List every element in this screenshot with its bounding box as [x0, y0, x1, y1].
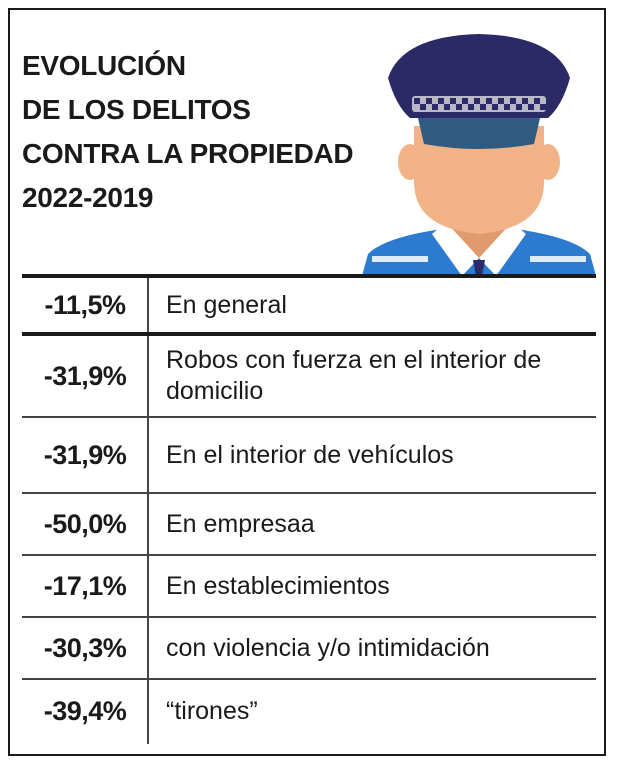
- table-row: -50,0% En empresaa: [22, 494, 596, 556]
- checker-square: [444, 104, 450, 110]
- title-line: EVOLUCIÓN: [22, 50, 186, 81]
- checker-square: [474, 98, 480, 104]
- collar-shape: [432, 222, 479, 276]
- checker-square: [468, 104, 474, 110]
- change-value: -50,0%: [43, 508, 127, 539]
- checker-square: [510, 98, 516, 104]
- checker-square: [432, 104, 438, 110]
- table-row: -17,1% En establecimientos: [22, 556, 596, 618]
- table-top-rule: [22, 274, 596, 278]
- table-column-divider: [147, 278, 149, 744]
- shirt-stripe: [530, 256, 586, 262]
- data-table: -11,5% En general -31,9% Robos con fuerz…: [22, 278, 596, 742]
- checker-square: [414, 98, 420, 104]
- table-row: -11,5% En general: [22, 278, 596, 336]
- checker-square: [450, 98, 456, 104]
- checker-square: [492, 104, 498, 110]
- shirt-stripe: [372, 256, 428, 262]
- category-label: En establecimientos: [166, 571, 390, 600]
- checker-square: [486, 98, 492, 104]
- cap-band-pattern: [414, 98, 546, 110]
- category-label: Robos con fuerza en el interior de domic…: [166, 346, 542, 405]
- checker-square: [456, 104, 462, 110]
- change-value: -39,4%: [43, 695, 127, 726]
- checker-square: [420, 104, 426, 110]
- table-row: -31,9% En el interior de vehículos: [22, 418, 596, 494]
- change-value: -17,1%: [43, 570, 127, 601]
- table-row: -39,4% “tirones”: [22, 680, 596, 742]
- checker-square: [516, 104, 522, 110]
- checker-square: [498, 98, 504, 104]
- tie-shape: [473, 260, 485, 276]
- change-value: -30,3%: [43, 632, 127, 663]
- title-line: DE LOS DELITOS: [22, 94, 251, 125]
- collar-shape: [479, 222, 526, 276]
- shirt-shape: [362, 226, 596, 276]
- checker-square: [462, 98, 468, 104]
- checker-square: [534, 98, 540, 104]
- checker-square: [426, 98, 432, 104]
- category-label: En el interior de vehículos: [166, 440, 454, 469]
- checker-square: [522, 98, 528, 104]
- checker-square: [540, 104, 546, 110]
- title-line: 2022-2019: [22, 182, 154, 213]
- change-value: -31,9%: [43, 360, 127, 391]
- table-row: -30,3% con violencia y/o intimidación: [22, 618, 596, 680]
- checker-square: [528, 104, 534, 110]
- checker-square: [504, 104, 510, 110]
- chart-title: EVOLUCIÓN DE LOS DELITOS CONTRA LA PROPI…: [22, 44, 354, 220]
- category-label: En general: [166, 290, 287, 319]
- cap-visor: [418, 118, 540, 149]
- title-line: CONTRA LA PROPIEDAD: [22, 138, 354, 169]
- table-row: -31,9% Robos con fuerza en el interior d…: [22, 336, 596, 418]
- checker-square: [480, 104, 486, 110]
- category-label: En empresaa: [166, 509, 315, 538]
- face-shape: [414, 126, 544, 234]
- category-label: con violencia y/o intimidación: [166, 633, 490, 662]
- category-label: “tirones”: [166, 696, 258, 725]
- police-officer-icon: [362, 34, 596, 276]
- checker-square: [438, 98, 444, 104]
- change-value: -11,5%: [44, 289, 126, 320]
- change-value: -31,9%: [43, 439, 127, 470]
